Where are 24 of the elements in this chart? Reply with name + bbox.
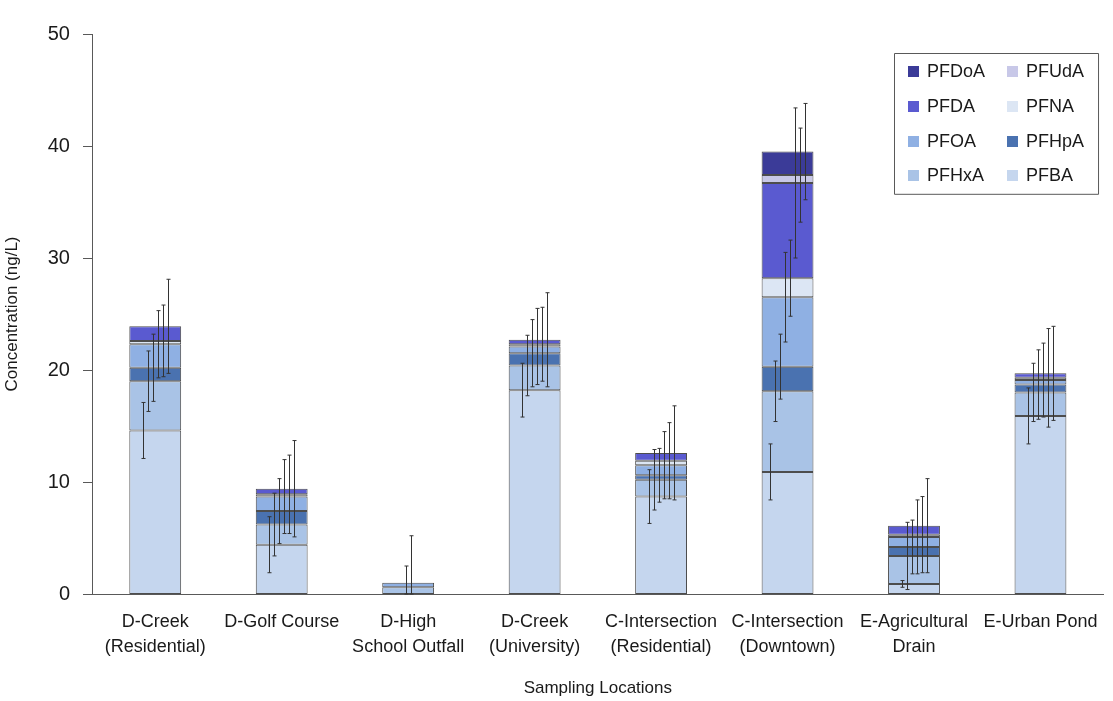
- y-axis-title: Concentration (ng/L): [1, 236, 21, 392]
- x-tick-label: E-Agricultural Drain: [859, 610, 969, 657]
- legend-label: PFHpA: [1026, 130, 1085, 151]
- y-tick-label: 40: [47, 133, 70, 156]
- x-tick-label: C-Intersection (Downtown): [731, 610, 844, 657]
- x-tick-label: D-Creek (University): [489, 610, 581, 657]
- legend-label: PFDoA: [927, 60, 986, 81]
- legend-label: PFUdA: [1026, 60, 1085, 81]
- legend-label: PFDA: [927, 95, 976, 116]
- legend-label: PFBA: [1026, 164, 1074, 185]
- legend-label: PFOA: [927, 130, 977, 151]
- y-tick-label: 50: [47, 21, 70, 44]
- y-tick-label: 30: [47, 245, 70, 268]
- x-tick-label: E-Urban Pond: [983, 610, 1098, 631]
- y-tick-label: 20: [47, 357, 70, 380]
- x-tick-label: C-Intersection (Residential): [605, 610, 718, 657]
- legend-label: PFHxA: [927, 164, 985, 185]
- x-axis-title: Sampling Locations: [523, 678, 673, 698]
- x-tick-label: D-High School Outfall: [352, 610, 465, 657]
- x-tick-label: D-Golf Course: [224, 610, 340, 631]
- y-tick-label: 10: [47, 469, 70, 492]
- x-tick-label: D-Creek (Residential): [104, 610, 206, 657]
- y-tick-label: 0: [58, 581, 70, 604]
- legend-label: PFNA: [1026, 95, 1075, 116]
